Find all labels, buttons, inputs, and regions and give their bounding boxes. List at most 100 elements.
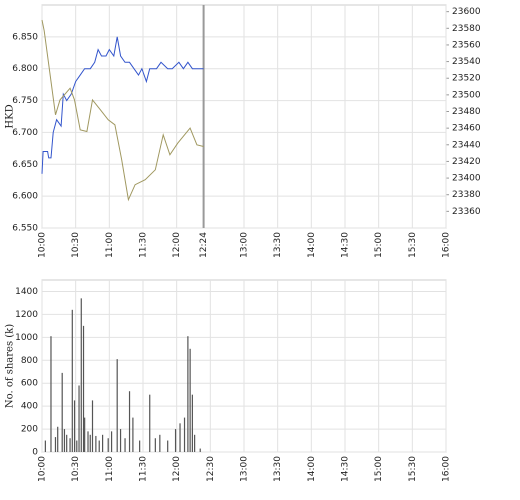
y-tick-label: 6.800: [12, 64, 38, 74]
x-tick-label: 13:30: [273, 456, 283, 482]
y2-tick-label: 23560: [452, 40, 481, 50]
y-tick-label: 600: [21, 379, 38, 389]
x-tick-label: 14:30: [341, 456, 351, 482]
y-tick-label: 400: [21, 402, 38, 412]
x-tick-label: 10:30: [71, 232, 81, 258]
x-tick-label: 12:00: [172, 456, 182, 482]
y2-tick-label: 23520: [452, 74, 481, 84]
volume-bar: [167, 440, 169, 452]
y2-tick-label: 23420: [452, 157, 481, 167]
volume-bar: [91, 400, 94, 452]
volume-bar: [73, 400, 76, 452]
volume-bar: [44, 440, 46, 452]
y-tick-label: 6.700: [12, 128, 38, 138]
volume-bar: [149, 394, 151, 452]
price-line: [41, 19, 204, 202]
y2-tick-label: 23360: [452, 207, 481, 217]
volume-bar: [154, 438, 156, 452]
y-tick-label: 6.550: [12, 224, 38, 234]
y-tick-label: 800: [21, 356, 38, 366]
volume-bar: [87, 431, 89, 452]
volume-bar: [61, 372, 63, 452]
x-tick-label: 16:00: [442, 456, 452, 482]
volume-bar: [82, 325, 85, 452]
y2-tick-label: 23440: [452, 140, 481, 150]
y-axis-label: HKD: [5, 104, 16, 128]
y2-tick-label: 23600: [452, 7, 481, 17]
volume-bar: [66, 434, 68, 452]
volume-bar: [50, 336, 52, 452]
y-tick-label: 6.850: [12, 32, 38, 42]
x-tick-label: 12:30: [206, 456, 216, 482]
x-tick-label: 15:00: [374, 456, 384, 482]
volume-bar: [69, 438, 71, 452]
x-tick-label: 14:00: [307, 232, 317, 258]
volume-bar: [179, 423, 181, 452]
volume-bar: [84, 417, 86, 452]
volume-bar: [139, 440, 141, 452]
volume-bar: [95, 435, 97, 452]
y-tick-label: 1000: [15, 333, 38, 343]
y-tick-label: 6.650: [12, 160, 38, 170]
x-tick-label: 15:00: [374, 232, 384, 258]
y-tick-label: 1400: [15, 287, 38, 297]
volume-bar: [183, 417, 186, 452]
volume-bar: [191, 394, 193, 452]
x-tick-label: 10:00: [38, 232, 48, 258]
volume-bar: [89, 434, 91, 452]
volume-bar: [128, 391, 131, 452]
y-tick-label: 0: [32, 448, 38, 458]
y2-tick-label: 23540: [452, 57, 481, 67]
x-tick-label: 14:00: [307, 456, 317, 482]
x-tick-label: 13:00: [240, 232, 250, 258]
y2-tick-label: 23400: [452, 174, 481, 184]
volume-bar: [107, 438, 109, 452]
volume-bar: [189, 348, 191, 452]
y-tick-label: 200: [21, 425, 38, 435]
volume-bar: [174, 429, 177, 452]
y2-tick-label: 23460: [452, 124, 481, 134]
volume-bar: [76, 440, 78, 452]
volume-bar: [54, 437, 57, 452]
x-tick-label: 11:30: [139, 232, 149, 258]
price-line: [41, 36, 204, 174]
volume-bar: [124, 438, 126, 452]
volume-bar: [187, 336, 189, 452]
volume-bar: [119, 429, 122, 452]
volume-bar: [98, 440, 100, 452]
y-tick-label: 6.750: [12, 96, 38, 106]
volume-bar: [63, 429, 66, 452]
y2-tick-label: 23480: [452, 107, 481, 117]
y-tick-label: 1200: [15, 310, 38, 320]
x-tick-label: 11:00: [105, 456, 115, 482]
x-tick-label: 10:00: [38, 456, 48, 482]
y2-tick-label: 23580: [452, 24, 481, 34]
x-tick-label: 15:30: [408, 232, 418, 258]
x-tick-label: 12:24: [199, 232, 209, 258]
x-tick-label: 13:30: [273, 232, 283, 258]
volume-bar: [78, 385, 80, 452]
x-tick-label: 13:00: [240, 456, 250, 482]
volume-bar: [57, 426, 59, 452]
y2-tick-label: 23500: [452, 90, 481, 100]
x-tick-label: 15:30: [408, 456, 418, 482]
volume-bar: [102, 434, 104, 452]
volume-bar: [199, 448, 201, 452]
x-tick-label: 10:30: [71, 456, 81, 482]
volume-bar: [159, 434, 161, 452]
x-tick-label: 14:30: [341, 232, 351, 258]
volume-bar: [71, 309, 73, 452]
volume-bar: [110, 431, 113, 452]
volume-bar: [116, 359, 118, 452]
x-tick-label: 16:00: [442, 232, 452, 258]
x-tick-label: 11:00: [105, 232, 115, 258]
volume-bar: [132, 417, 134, 452]
y-axis-label: No. of shares (k): [5, 324, 16, 408]
y2-tick-label: 23380: [452, 190, 481, 200]
x-tick-label: 12:00: [172, 232, 182, 258]
volume-bar: [194, 434, 196, 452]
x-tick-label: 11:30: [139, 456, 149, 482]
volume-bar: [80, 298, 82, 452]
y-tick-label: 6.600: [12, 192, 38, 202]
